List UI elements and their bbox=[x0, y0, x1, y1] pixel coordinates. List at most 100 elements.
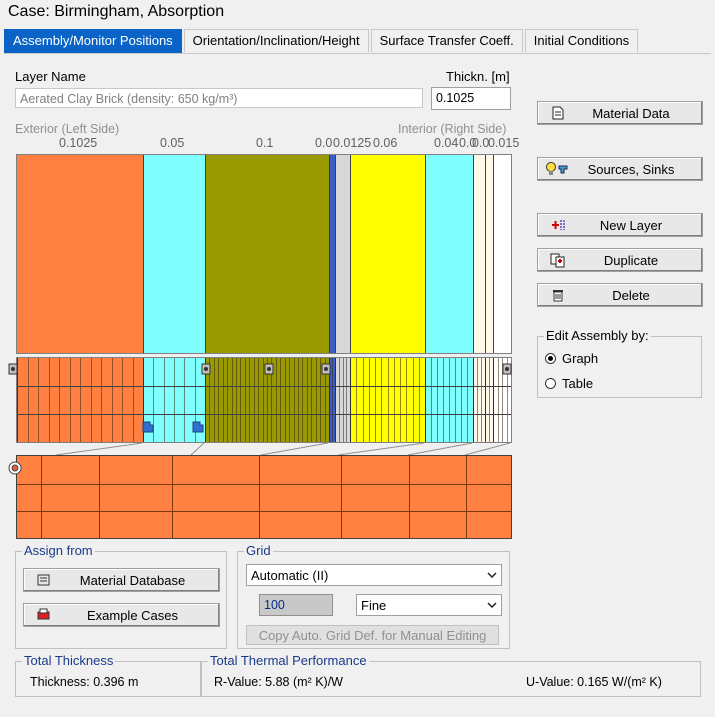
grid-cell-line bbox=[236, 358, 237, 442]
layer-block[interactable] bbox=[485, 155, 493, 353]
layer-block[interactable] bbox=[329, 155, 335, 353]
grid-cell-line bbox=[418, 358, 420, 442]
grid-cell-line bbox=[249, 358, 251, 442]
grid-cell-line bbox=[461, 358, 462, 442]
lightbulb-faucet-icon bbox=[538, 161, 578, 177]
grid-cell-line bbox=[205, 358, 206, 442]
layer-block[interactable] bbox=[473, 155, 485, 353]
grid-cell-line bbox=[443, 358, 444, 442]
tab-assembly-monitor[interactable]: Assembly/Monitor Positions bbox=[4, 29, 182, 53]
thickness-field[interactable]: 0.1025 bbox=[431, 87, 511, 110]
grid-cell-line bbox=[227, 358, 229, 442]
copy-grid-button[interactable]: Copy Auto. Grid Def. for Manual Editing bbox=[246, 625, 499, 645]
layer-boundary-line bbox=[335, 155, 336, 353]
grid-cell-line bbox=[497, 358, 499, 442]
layer-block[interactable] bbox=[493, 155, 511, 353]
grid-cell-line bbox=[350, 358, 351, 442]
tab-initial-conditions[interactable]: Initial Conditions bbox=[524, 29, 639, 52]
monitor-position-icon[interactable] bbox=[263, 362, 277, 376]
thickness-label: Thickn. [m] bbox=[446, 69, 510, 84]
grid-cell-line bbox=[473, 358, 474, 442]
layer-boundary-line bbox=[329, 155, 330, 353]
layer-block[interactable] bbox=[143, 155, 205, 353]
grid-cell-line bbox=[362, 358, 364, 442]
sources-sinks-button[interactable]: Sources, Sinks bbox=[537, 157, 703, 181]
layer-block[interactable] bbox=[17, 155, 143, 353]
layer-block[interactable] bbox=[335, 155, 350, 353]
grid-mode-select[interactable]: Automatic (II) bbox=[246, 564, 502, 586]
layer-name-field[interactable]: Aerated Clay Brick (density: 650 kg/m³) bbox=[15, 88, 423, 108]
radio-graph[interactable]: Graph bbox=[545, 351, 598, 366]
grid-count-field[interactable]: 100 bbox=[259, 594, 333, 616]
grid-cell-line bbox=[48, 358, 50, 442]
monitor-position-icon[interactable] bbox=[501, 362, 515, 376]
layer-block[interactable] bbox=[350, 155, 425, 353]
grid-cell-line bbox=[412, 358, 414, 442]
grid-lines bbox=[17, 358, 511, 442]
total-thickness-value: Thickness: 0.396 m bbox=[30, 675, 139, 689]
assembly-graph[interactable] bbox=[16, 154, 512, 354]
radio-dot bbox=[545, 378, 556, 389]
radio-table[interactable]: Table bbox=[545, 376, 593, 391]
grid-cell-line bbox=[163, 358, 165, 442]
material-database-button[interactable]: Material Database bbox=[23, 568, 220, 592]
grid-cell-line bbox=[338, 358, 340, 442]
grid-cell-line bbox=[293, 358, 295, 442]
grid-cell-line bbox=[240, 358, 242, 442]
grid-cell-line bbox=[449, 358, 450, 442]
interior-label: Interior (Right Side) bbox=[398, 122, 507, 136]
grid-cell-line bbox=[489, 358, 490, 442]
grid-cell-line bbox=[324, 358, 326, 442]
grid-cell-line bbox=[400, 358, 401, 442]
grid-cell-line bbox=[368, 358, 370, 442]
duplicate-icon bbox=[538, 253, 578, 268]
grid-cell-line bbox=[267, 358, 268, 442]
grid-cell-line bbox=[284, 358, 286, 442]
layer-thickness-label: 0.04 bbox=[434, 136, 459, 150]
example-cases-button[interactable]: Example Cases bbox=[23, 603, 220, 627]
grid-cell-line bbox=[342, 358, 344, 442]
grid-cell-line bbox=[455, 358, 456, 442]
material-data-button[interactable]: Material Data bbox=[537, 101, 703, 125]
grid-cell-line bbox=[493, 358, 494, 442]
grid-cell-line bbox=[356, 358, 358, 442]
layer-thickness-label: 0.0 bbox=[472, 136, 490, 150]
tab-orientation[interactable]: Orientation/Inclination/Height bbox=[183, 29, 369, 52]
monitor-position-icon[interactable] bbox=[200, 362, 214, 376]
source-marker-icon[interactable] bbox=[141, 420, 155, 434]
source-marker-icon[interactable] bbox=[191, 420, 205, 434]
grid-resolution-select[interactable]: Fine bbox=[356, 594, 502, 616]
layer-thickness-label: 0.0125 bbox=[333, 136, 372, 150]
grid-cell-line bbox=[90, 358, 92, 442]
grid-cell-line bbox=[143, 358, 144, 442]
strip-vline bbox=[341, 456, 342, 538]
layer-connector-lines bbox=[55, 443, 511, 455]
grid-cell-line bbox=[27, 358, 29, 442]
delete-button[interactable]: Delete bbox=[537, 283, 703, 307]
grid-cell-line bbox=[111, 358, 113, 442]
layer-block[interactable] bbox=[205, 155, 329, 353]
layer-thickness-label: 0.015 bbox=[488, 136, 520, 150]
layer-block[interactable] bbox=[425, 155, 473, 353]
radio-dot bbox=[545, 353, 556, 364]
radio-table-label: Table bbox=[562, 376, 594, 391]
grid-cell-line bbox=[222, 358, 224, 442]
monitor-position-icon[interactable] bbox=[320, 362, 334, 376]
grid-cell-line bbox=[209, 358, 211, 442]
target-icon[interactable] bbox=[8, 461, 22, 475]
tab-bar: Assembly/Monitor Positions Orientation/I… bbox=[4, 29, 640, 53]
new-layer-button[interactable]: New Layer bbox=[537, 213, 703, 237]
grid-cell-line bbox=[262, 358, 264, 442]
grid-cell-line bbox=[17, 358, 18, 442]
delete-label: Delete bbox=[612, 287, 650, 303]
assign-from-group: Assign from Material Database Example Ca… bbox=[15, 543, 227, 649]
grid-cell-line bbox=[213, 358, 215, 442]
grid-cell-line bbox=[431, 358, 432, 442]
layer-thickness-label: 0.0 bbox=[459, 136, 477, 150]
duplicate-button[interactable]: Duplicate bbox=[537, 248, 703, 272]
monitor-position-icon[interactable] bbox=[7, 362, 21, 376]
tab-surface-transfer[interactable]: Surface Transfer Coeff. bbox=[370, 29, 523, 52]
grid-cell-line bbox=[122, 358, 123, 442]
grid-cell-line bbox=[335, 358, 336, 442]
grid-cell-line bbox=[315, 358, 317, 442]
